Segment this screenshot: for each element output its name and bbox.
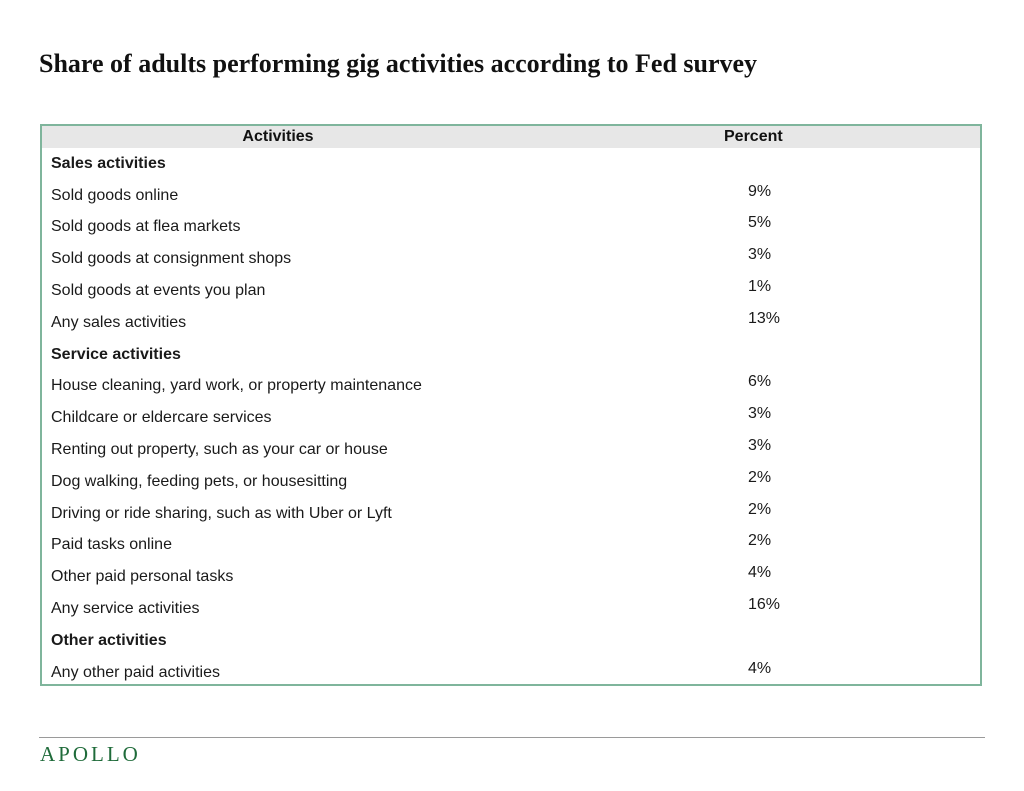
activity-label: Any other paid activities	[51, 663, 220, 681]
activity-label: Renting out property, such as your car o…	[51, 441, 388, 459]
section-label: Other activities	[51, 631, 167, 649]
footer-divider	[39, 737, 985, 738]
table-row: Sold goods online 9%	[42, 180, 980, 212]
percent-value: 3%	[748, 405, 772, 423]
table-body: Sales activities Sold goods online 9% Sold …	[42, 148, 980, 689]
activity-label: Other paid personal tasks	[51, 568, 234, 586]
percent-value: 4%	[748, 564, 772, 582]
percent-value: 3%	[748, 437, 772, 455]
table-row: Any service activities 16%	[42, 593, 980, 625]
column-header-percent: Percent	[514, 126, 980, 148]
section-header-row: Other activities	[42, 625, 980, 657]
table-row: Sold goods at flea markets 5%	[42, 212, 980, 244]
table-row: Other paid personal tasks 4%	[42, 561, 980, 593]
table-row: Sold goods at events you plan 1%	[42, 275, 980, 307]
activity-label: Dog walking, feeding pets, or housesitti…	[51, 472, 348, 490]
activity-label: Sold goods at events you plan	[51, 282, 266, 300]
percent-value: 4%	[748, 659, 772, 677]
table-row: Renting out property, such as your car o…	[42, 434, 980, 466]
percent-value: 9%	[748, 182, 772, 200]
section-label: Sales activities	[51, 154, 166, 172]
percent-value	[514, 335, 980, 367]
gig-activities-table: Activities Percent Sales activities Sold …	[40, 124, 982, 686]
percent-value: 16%	[748, 596, 781, 614]
activity-label: Sold goods online	[51, 186, 179, 204]
percent-value: 5%	[748, 214, 772, 232]
page-title: Share of adults performing gig activitie…	[39, 49, 758, 78]
column-header-activities: Activities	[42, 126, 514, 148]
activity-label: Any sales activities	[51, 313, 187, 331]
table-row: Paid tasks online 2%	[42, 530, 980, 562]
table-row: Driving or ride sharing, such as with Ub…	[42, 498, 980, 530]
activity-label: Any service activities	[51, 600, 200, 618]
table-row: Any other paid activities 4%	[42, 657, 980, 689]
percent-value: 2%	[748, 532, 772, 550]
percent-value: 3%	[748, 246, 772, 264]
percent-value: 6%	[748, 373, 772, 391]
activity-label: Childcare or eldercare services	[51, 409, 272, 427]
activity-label: Sold goods at consignment shops	[51, 250, 292, 268]
percent-value: 1%	[748, 278, 772, 296]
activity-label: Driving or ride sharing, such as with Ub…	[51, 504, 392, 522]
activity-label: Sold goods at flea markets	[51, 218, 241, 236]
percent-value	[514, 144, 980, 176]
table-row: Sold goods at consignment shops 3%	[42, 243, 980, 275]
table-row: House cleaning, yard work, or property m…	[42, 371, 980, 403]
percent-value: 13%	[748, 309, 781, 327]
apollo-logo: APOLLO	[40, 742, 141, 766]
percent-value	[514, 621, 980, 653]
percent-value: 2%	[748, 468, 772, 486]
percent-value: 2%	[748, 500, 772, 518]
section-header-row: Sales activities	[42, 148, 980, 180]
activity-label: Paid tasks online	[51, 536, 172, 554]
table: Activities Percent Sales activities Sold …	[42, 126, 980, 689]
table-row: Childcare or eldercare services 3%	[42, 402, 980, 434]
section-label: Service activities	[51, 345, 181, 363]
table-row: Dog walking, feeding pets, or housesitti…	[42, 466, 980, 498]
table-row: Any sales activities 13%	[42, 307, 980, 339]
section-header-row: Service activities	[42, 339, 980, 371]
activity-label: House cleaning, yard work, or property m…	[51, 377, 422, 395]
table-header-row: Activities Percent	[42, 126, 980, 148]
